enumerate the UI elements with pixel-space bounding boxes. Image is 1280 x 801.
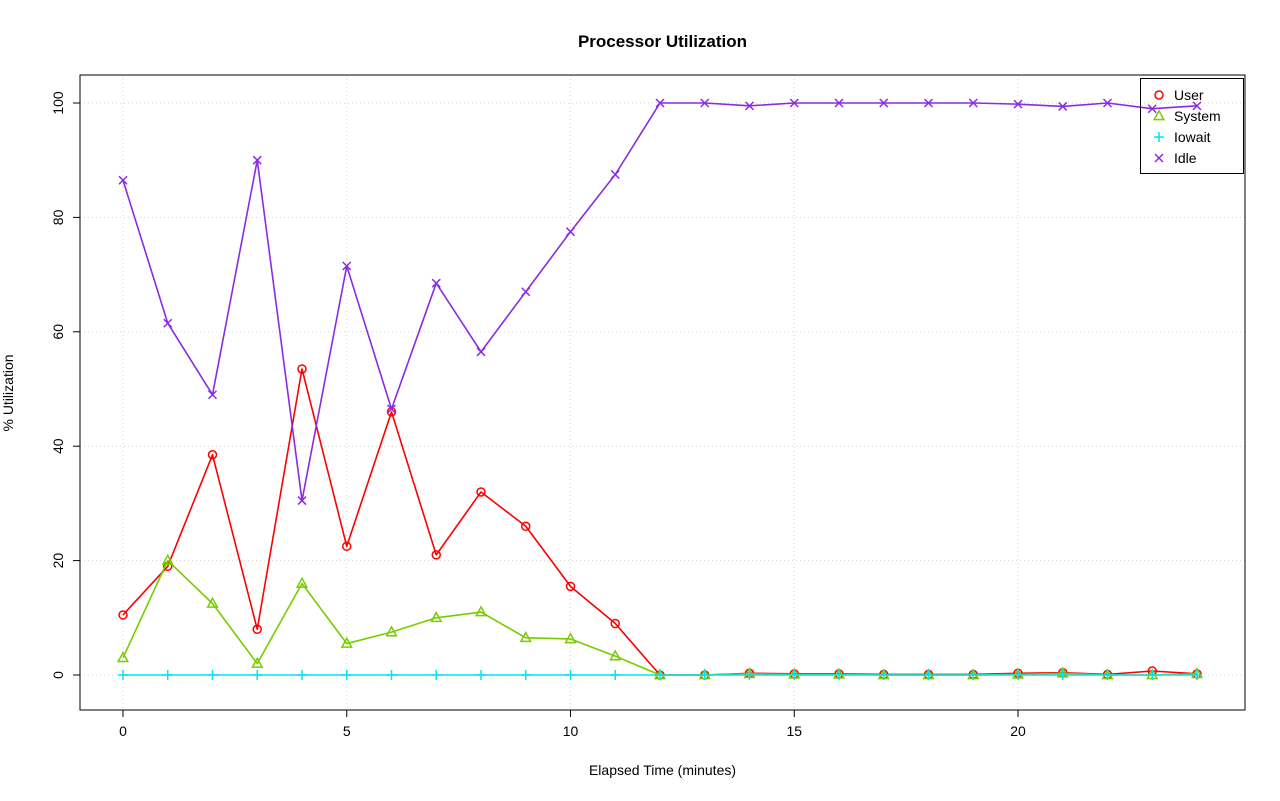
plot-frame [79, 74, 1246, 711]
series-user [118, 364, 1202, 680]
legend-label: Idle [1174, 149, 1197, 166]
legend-label: Iowait [1174, 128, 1211, 145]
legend-label: System [1174, 107, 1221, 124]
legend-label: User [1174, 86, 1204, 103]
legend-item-system: System [1151, 105, 1243, 126]
y-tick-label: 20 [50, 553, 66, 569]
legend-item-user: User [1151, 84, 1243, 105]
series-system [116, 553, 1204, 680]
legend: User System Iowait Idle [1140, 78, 1244, 174]
y-axis-label: % Utilization [0, 354, 16, 432]
circle-marker-icon [1151, 87, 1167, 103]
chart-title: Processor Utilization [577, 32, 748, 51]
y-tick-label: 80 [50, 209, 66, 225]
x-marker-icon [1151, 150, 1167, 166]
y-tick-label: 100 [50, 91, 66, 115]
x-tick-label: 20 [1010, 723, 1026, 739]
x-tick-label: 15 [786, 723, 802, 739]
legend-item-iowait: Iowait [1151, 126, 1243, 147]
x-tick-label: 10 [563, 723, 579, 739]
plus-marker-icon [1151, 129, 1167, 145]
x-tick-label: 5 [343, 723, 351, 739]
axis-ticks: 0 5 10 15 20 0 20 40 60 80 100 [50, 91, 1026, 739]
y-tick-label: 0 [50, 671, 66, 679]
legend-item-idle: Idle [1151, 147, 1243, 168]
y-tick-label: 60 [50, 324, 66, 340]
series-iowait [118, 670, 1202, 680]
x-tick-label: 0 [119, 723, 127, 739]
series-idle [118, 98, 1202, 506]
y-tick-label: 40 [50, 438, 66, 454]
x-axis-label: Elapsed Time (minutes) [588, 762, 737, 778]
triangle-marker-icon [1151, 108, 1167, 124]
